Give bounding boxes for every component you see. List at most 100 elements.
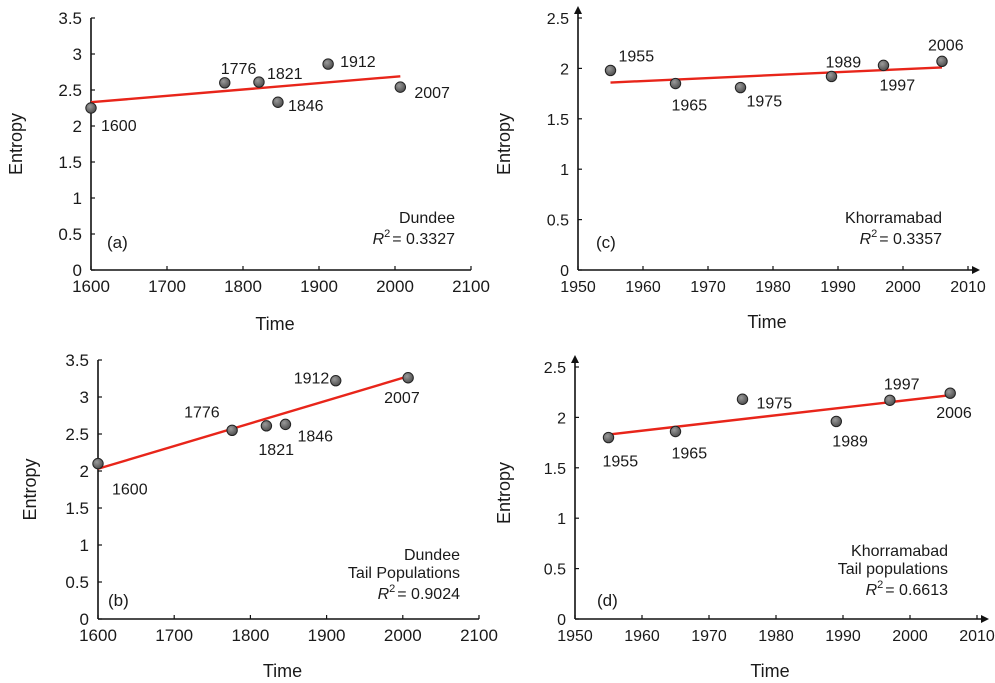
point-label: 1975 (757, 395, 793, 412)
x-tick-label: 1600 (72, 277, 110, 296)
r-squared: R2 = 0.3357 (860, 228, 943, 248)
trendline (90, 75, 401, 104)
point-label: 1997 (884, 376, 920, 393)
y-tick-label: 1.5 (547, 112, 569, 129)
data-point (734, 81, 747, 94)
data-point (944, 387, 956, 399)
y-axis-label: Entropy (20, 458, 40, 520)
y-tick-label: 2 (560, 61, 569, 78)
y-tick-label: 2.5 (544, 360, 566, 377)
y-tick-label: 0 (557, 612, 566, 629)
y-tick-label: 2.5 (547, 11, 569, 28)
x-tick-label: 2000 (885, 279, 921, 296)
x-tick-label: 1600 (79, 626, 117, 645)
x-tick-label: 1800 (231, 626, 269, 645)
y-tick-label: 2 (80, 462, 89, 481)
panel-label: (d) (597, 591, 618, 610)
point-label: 2007 (384, 390, 420, 407)
x-tick-label: 2010 (959, 628, 995, 645)
data-point (877, 59, 890, 72)
r-squared-exponent: 2 (871, 228, 877, 240)
y-tick-label: 1.5 (65, 499, 89, 518)
y-tick-label: 1 (80, 536, 89, 555)
y-tick-label: 0.5 (544, 562, 566, 579)
point-label: 1955 (619, 48, 655, 65)
y-tick-label: 1 (73, 189, 82, 208)
annotation-city: Dundee (404, 547, 460, 564)
y-tick-label: 3.5 (65, 351, 89, 370)
x-tick-label: 1980 (755, 279, 791, 296)
chart-panel-d: 1950 1960 1970 1980 1990 2000 2010 0 0.5 1 1.5 2 2.5… (494, 355, 995, 681)
data-point (394, 81, 407, 93)
x-tick-label: 2100 (460, 626, 498, 645)
y-axis-label: Entropy (494, 113, 514, 175)
point-label: 1846 (288, 98, 324, 115)
r-squared-symbol: R (866, 582, 878, 599)
x-tick-label: 2000 (376, 277, 414, 296)
r-squared-value: = 0.9024 (397, 586, 460, 603)
x-tick-label: 1960 (624, 628, 660, 645)
point-label: 1821 (258, 442, 294, 459)
x-tick-label: 1960 (625, 279, 661, 296)
r-squared-value: = 0.3327 (392, 231, 455, 248)
point-label: 1997 (880, 77, 916, 94)
data-point (260, 420, 273, 432)
data-point (219, 77, 231, 89)
data-point (85, 102, 97, 114)
x-axis-label: Time (747, 312, 786, 332)
y-tick-label: 3 (80, 388, 89, 407)
data-point (322, 58, 334, 70)
x-tick-label: 1980 (758, 628, 794, 645)
r-squared-value: = 0.6613 (885, 582, 948, 599)
x-tick-label: 1990 (820, 279, 856, 296)
r-squared-value: = 0.3357 (879, 231, 942, 248)
x-tick-label: 2000 (892, 628, 928, 645)
data-point (272, 96, 284, 108)
y-axis-label: Entropy (6, 113, 26, 175)
data-point (330, 375, 342, 387)
point-label: 1989 (826, 54, 862, 71)
x-axis-label: Time (263, 661, 302, 681)
point-label: 2006 (936, 405, 972, 422)
y-tick-label: 2.5 (65, 425, 89, 444)
data-point (884, 394, 896, 406)
y-tick-label: 2 (557, 410, 566, 427)
y-tick-label: 3 (73, 45, 82, 64)
point-label: 2007 (414, 85, 450, 102)
point-label: 1989 (832, 433, 868, 450)
trendline (97, 375, 409, 470)
point-label: 1776 (221, 61, 257, 78)
r-squared: R2 = 0.3327 (373, 228, 456, 248)
x-tick-label: 2000 (384, 626, 422, 645)
y-tick-label: 0.5 (58, 225, 82, 244)
y-tick-label: 0.5 (547, 213, 569, 230)
point-label: 1965 (672, 98, 708, 115)
y-tick-label: 1 (560, 162, 569, 179)
data-point (825, 70, 838, 83)
data-point (936, 55, 948, 68)
y-tick-label: 2 (73, 117, 82, 136)
r-squared-symbol: R (378, 586, 390, 603)
x-tick-label: 1950 (560, 279, 596, 296)
point-label: 1776 (184, 404, 220, 421)
y-tick-label: 0.5 (65, 573, 89, 592)
x-axis-arrowhead (972, 266, 980, 274)
point-label: 1912 (294, 371, 330, 388)
data-point (226, 424, 238, 436)
point-label: 1912 (340, 54, 376, 71)
panel-label: (b) (108, 591, 129, 610)
point-label: 1955 (603, 454, 639, 471)
x-tick-label: 1970 (690, 279, 726, 296)
y-axis-arrowhead (571, 355, 579, 363)
data-point (402, 372, 414, 384)
y-tick-label: 3.5 (58, 9, 82, 28)
x-tick-label: 1970 (691, 628, 727, 645)
annotation-city: Khorramabad (851, 543, 948, 560)
panel-label: (c) (596, 233, 616, 252)
x-tick-label: 2100 (452, 277, 490, 296)
data-point (279, 418, 292, 431)
data-point (736, 393, 749, 405)
y-tick-label: 0 (80, 610, 89, 629)
y-axis-label: Entropy (494, 462, 514, 524)
x-tick-label: 1990 (825, 628, 861, 645)
